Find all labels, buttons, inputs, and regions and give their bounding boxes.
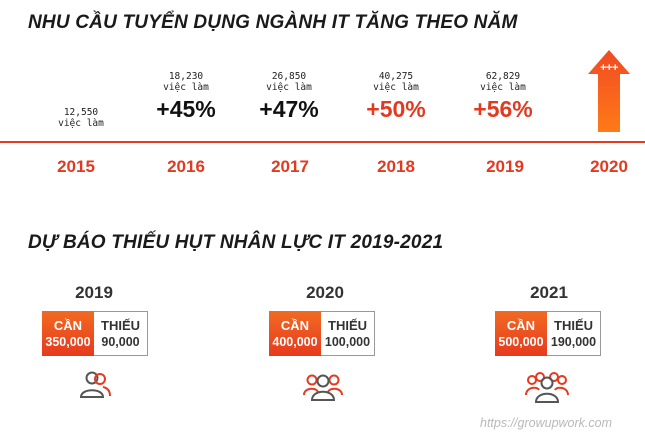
year-2015: 2015 [57,157,95,176]
forecast-title: DỰ BÁO THIẾU HỤT NHÂN LỰC IT 2019-2021 [28,232,444,253]
need-cell: CẦN 500,000 [495,311,547,356]
timeline-count-2016: 18,230 việc làm +45% [131,71,241,122]
timeline-count-2019: 62,829 việc làm +56% [448,71,558,122]
timeline-count-2018: 40,275 việc làm +50% [341,71,451,122]
year-2017: 2017 [271,157,309,176]
group-icon [303,369,343,405]
lack-cell: THIẾU 190,000 [547,311,601,356]
timeline-count-2017: 26,850 việc làm +47% [234,71,344,122]
growth-2017: +47% [259,96,319,122]
year-2020: 2020 [590,157,628,176]
lack-cell: THIẾU 100,000 [321,311,375,356]
year-2019: 2019 [486,157,524,176]
growth-2019: +56% [473,96,533,122]
forecast-card-2020: CẦN 400,000 THIẾU 100,000 [269,311,375,356]
forecast-year-2021: 2021 [530,283,568,302]
people-icon [79,369,111,405]
growth-2016: +45% [156,96,216,122]
forecast-card-2021: CẦN 500,000 THIẾU 190,000 [495,311,601,356]
timeline-axis [0,141,645,143]
timeline-count-2015: 12,550 việc làm [58,107,104,129]
year-2016: 2016 [167,157,205,176]
year-2018: 2018 [377,157,415,176]
growth-2018: +50% [366,96,426,122]
forecast-card-2019: CẦN 350,000 THIẾU 90,000 [42,311,148,356]
growth-2020: +++ [600,62,618,74]
source-url: https://growupwork.com [480,416,612,430]
demand-title: NHU CẦU TUYỂN DỤNG NGÀNH IT TĂNG THEO NĂ… [28,12,518,33]
need-cell: CẦN 400,000 [269,311,321,356]
arrow-up-icon: +++ [588,50,630,132]
forecast-year-2019: 2019 [75,283,113,302]
need-cell: CẦN 350,000 [42,311,94,356]
lack-cell: THIẾU 90,000 [94,311,148,356]
forecast-year-2020: 2020 [306,283,344,302]
crowd-icon [525,369,569,405]
